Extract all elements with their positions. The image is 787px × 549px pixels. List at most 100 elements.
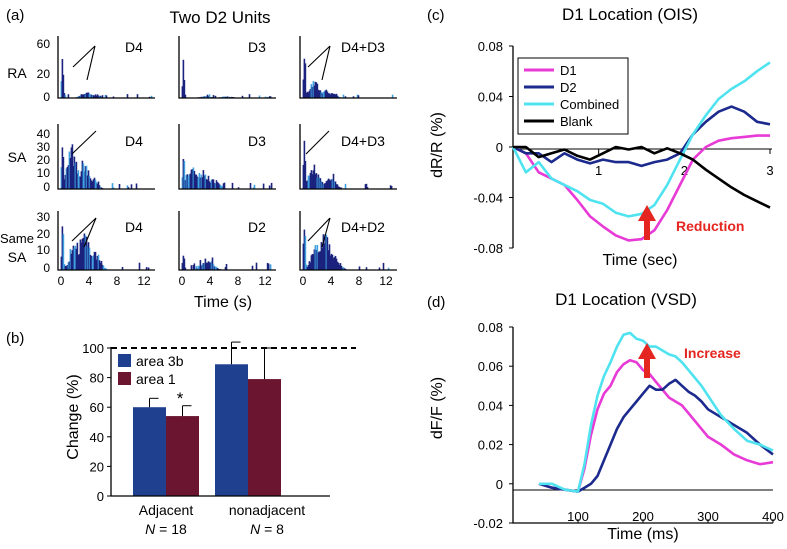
panel-b-legend: area 3b area 1 <box>118 353 184 387</box>
y-tick-label: 100 <box>82 341 104 356</box>
arrow-pointer <box>87 46 95 80</box>
subplot-label: D4 <box>125 39 143 55</box>
histogram-bar <box>224 183 226 189</box>
panel-c-title: D1 Location (OIS) <box>562 5 698 24</box>
x-tick: 12 <box>137 274 151 288</box>
histogram-bar <box>383 263 385 270</box>
panel-d-letter: (d) <box>427 294 445 311</box>
panel-a-xlabel: Time (s) <box>194 294 252 311</box>
x-tick-label: 400 <box>762 509 784 524</box>
y-tick-label: 0.06 <box>478 359 503 374</box>
histogram-bars <box>61 144 138 189</box>
y-tick: 0 <box>43 261 50 275</box>
arrow-pointer <box>73 46 95 67</box>
legend-label: area 1 <box>136 371 176 387</box>
x-tick: 8 <box>114 274 121 288</box>
legend-label: Combined <box>560 97 619 112</box>
histogram-bar <box>268 264 270 270</box>
x-tick: 8 <box>235 274 242 288</box>
row-label-same: Same <box>0 231 34 246</box>
legend-label: area 3b <box>136 353 184 369</box>
y-tick-label: 0.04 <box>478 90 503 105</box>
subplot-label: D3 <box>248 133 266 149</box>
arrow-pointer <box>322 46 330 80</box>
y-tick-label: 0.08 <box>478 320 503 335</box>
panel-d-xlabel: Time (ms) <box>607 526 678 543</box>
subplot-ra-d4: D4 <box>58 36 155 98</box>
histogram-bar <box>194 263 196 270</box>
annotation-arrows <box>72 46 330 247</box>
y-tick-label: 0.02 <box>478 438 503 453</box>
panel-a: (a) Two D2 Units RA SA Same SA 60 20 0 4… <box>0 7 397 311</box>
panel-a-letter: (a) <box>6 7 24 24</box>
x-tick: 0 <box>58 274 65 288</box>
histogram-bars <box>303 59 394 98</box>
y-tick-label: -0.08 <box>473 241 503 256</box>
subplot-label: D2 <box>248 219 266 235</box>
x-tick: 4 <box>207 274 214 288</box>
x-tick-label: 100 <box>567 509 589 524</box>
y-tick: 0 <box>43 180 50 194</box>
x-tick: 0 <box>300 274 307 288</box>
n-value: = 8 <box>260 521 284 537</box>
y-tick: 10 <box>37 166 51 180</box>
arrow-pointer <box>72 131 96 154</box>
histogram-bars <box>182 256 272 270</box>
histogram-bars <box>61 59 153 98</box>
subplot-label: D4+D3 <box>341 39 385 55</box>
y-tick-label: 0 <box>496 477 503 492</box>
arrow-pointer <box>84 218 96 247</box>
n-label-adjacent: N = 18 <box>145 521 187 537</box>
x-tick: 12 <box>258 274 272 288</box>
panel-c-xlabel: Time (sec) <box>603 252 678 269</box>
histogram-bar <box>131 184 133 189</box>
subplot-ra-d3: D3 <box>179 36 276 98</box>
histogram-bar <box>256 263 258 270</box>
significance-star: * <box>177 389 184 408</box>
subplot-label: D3 <box>248 39 266 55</box>
panel-c-ylabel: dR/R (%) <box>429 112 446 178</box>
histogram-bars <box>303 230 390 270</box>
y-tick: 30 <box>37 210 51 224</box>
y-tick-label: -0.02 <box>473 516 503 531</box>
legend-label: D2 <box>560 80 577 95</box>
x-tick: 0 <box>179 274 186 288</box>
panel-d-title: D1 Location (VSD) <box>555 290 697 309</box>
y-tick-label: 20 <box>90 459 104 474</box>
row-label-sa: SA <box>8 149 27 165</box>
histogram-bar <box>263 184 265 189</box>
x-tick: 8 <box>356 274 363 288</box>
subplot-sa-d3: D3 <box>179 124 276 189</box>
panel-c: (c) D1 Location (OIS) dR/R (%) 0.080.040… <box>427 5 774 269</box>
group-label-nonadjacent: nonadjacent <box>229 502 305 518</box>
y-tick-label: 0.04 <box>478 398 503 413</box>
histogram-bars <box>182 60 272 98</box>
subplot-label: D4+D3 <box>341 133 385 149</box>
x-tick-label: 1 <box>595 163 602 178</box>
bar-area-1-nonadjacent <box>248 379 281 496</box>
panel-c-letter: (c) <box>427 7 445 24</box>
panel-d: (d) D1 Location (VSD) dF/F (%) 0.080.060… <box>427 290 784 543</box>
histogram-bar <box>305 63 307 98</box>
ra-y-ticks: 60 20 0 <box>37 37 51 104</box>
n-label-nonadjacent: N = 8 <box>250 521 284 537</box>
x-tick: 4 <box>86 274 93 288</box>
n-value: = 18 <box>155 521 187 537</box>
panel-c-legend: D1 D2 Combined Blank <box>518 58 628 134</box>
annotation-reduction: Reduction <box>676 218 744 234</box>
histogram-bar <box>139 263 141 270</box>
panel-a-x-ticks: 0 4 8 12 0 4 8 12 0 4 8 12 <box>58 274 393 288</box>
increase-arrow <box>638 343 656 378</box>
y-tick-label: 40 <box>90 430 104 445</box>
legend-label: Blank <box>560 114 593 129</box>
subplot-label: D4 <box>125 219 143 235</box>
reduction-arrow <box>638 205 656 240</box>
row-label-ra: RA <box>7 65 27 81</box>
histogram-bar <box>345 184 347 189</box>
subplot-ra-d4-d3: D4+D3 <box>300 36 397 98</box>
legend-swatch-area-3b <box>118 354 131 367</box>
histogram-bar <box>136 184 138 190</box>
bar-area-3b-nonadjacent <box>215 364 248 496</box>
